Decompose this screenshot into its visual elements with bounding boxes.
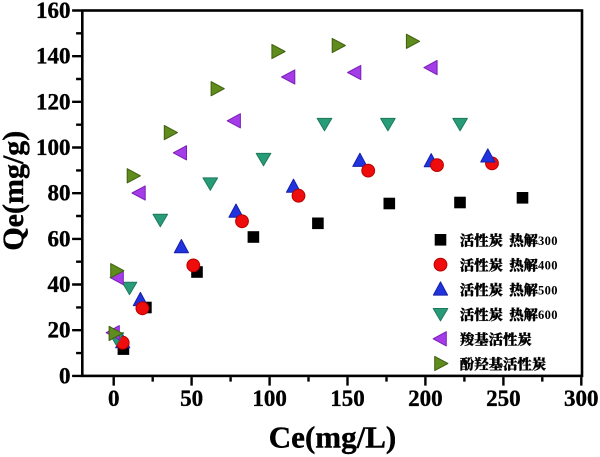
svg-text:600: 600 [538, 308, 558, 322]
svg-text:Ce(mg/L): Ce(mg/L) [269, 420, 396, 455]
svg-text:500: 500 [538, 283, 558, 297]
svg-text:50: 50 [180, 386, 203, 411]
svg-text:0: 0 [59, 363, 71, 388]
svg-text:200: 200 [408, 386, 443, 411]
svg-text:300: 300 [564, 386, 599, 411]
svg-text:150: 150 [330, 386, 365, 411]
svg-text:250: 250 [486, 386, 521, 411]
svg-text:140: 140 [36, 44, 71, 69]
svg-text:40: 40 [48, 272, 71, 297]
svg-text:80: 80 [48, 181, 71, 206]
svg-text:160: 160 [36, 0, 71, 23]
svg-text:20: 20 [48, 318, 71, 343]
svg-text:400: 400 [538, 259, 558, 273]
svg-text:300: 300 [538, 234, 558, 248]
svg-text:120: 120 [36, 89, 71, 114]
svg-text:0: 0 [108, 386, 120, 411]
svg-text:Qe(mg/g): Qe(mg/g) [0, 131, 30, 251]
svg-text:100: 100 [252, 386, 287, 411]
svg-text:60: 60 [48, 226, 71, 251]
svg-text:100: 100 [36, 135, 71, 160]
